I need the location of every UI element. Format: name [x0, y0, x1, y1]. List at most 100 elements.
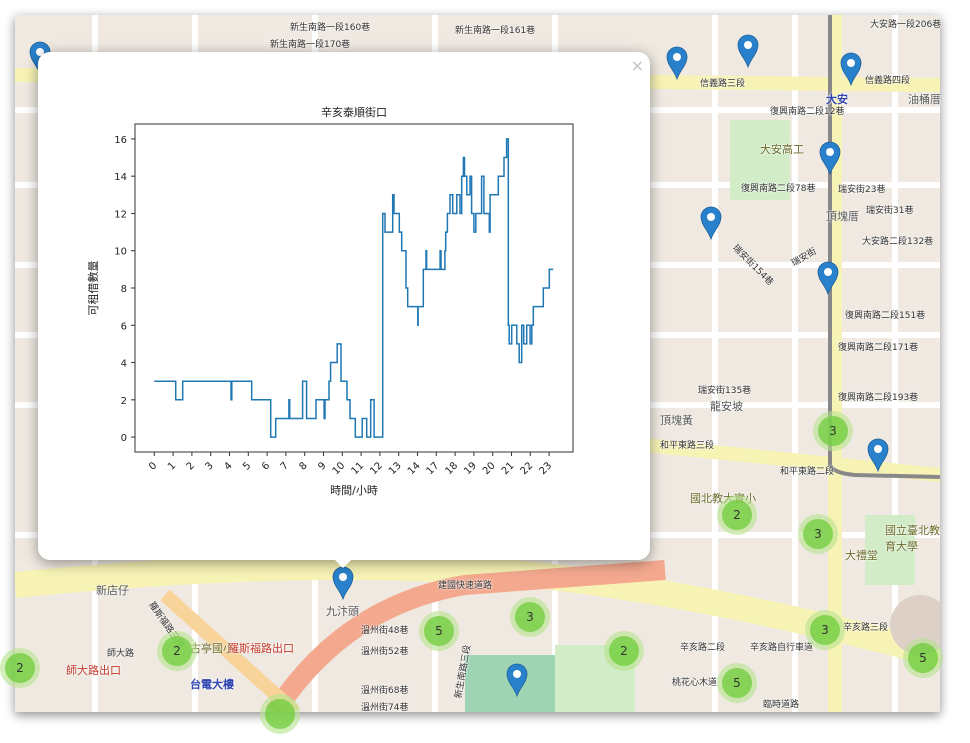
map-label: 溫州街68巷 — [361, 686, 409, 696]
x-tick-label: 21 — [500, 460, 517, 477]
y-tick-label: 10 — [114, 247, 127, 258]
map-marker-icon[interactable] — [817, 261, 839, 296]
cluster-count: 5 — [908, 643, 938, 673]
x-tick-label: 4 — [222, 460, 234, 472]
map-label: 新店仔 — [96, 584, 129, 597]
marker-cluster[interactable]: 5 — [419, 611, 459, 651]
map-label: 師大路出口 — [66, 664, 121, 677]
popup-tip — [333, 558, 353, 568]
map-label: 辛亥路二段 — [680, 643, 726, 653]
y-tick-label: 12 — [114, 209, 127, 220]
marker-cluster[interactable]: 3 — [798, 514, 838, 554]
y-tick-label: 14 — [114, 172, 127, 183]
map-label: 辛亥路三段 — [843, 623, 889, 633]
cluster-count: 2 — [5, 653, 35, 683]
x-tick-label: 11 — [349, 460, 366, 477]
x-tick-label: 5 — [241, 460, 253, 472]
map-label: 新生南路一段170巷 — [270, 40, 351, 50]
map-label: 大安路二段132巷 — [862, 237, 934, 247]
cluster-count: 5 — [722, 668, 752, 698]
y-axis-label: 可租借數量 — [87, 261, 100, 316]
map-label: 溫州街48巷 — [361, 626, 409, 636]
y-tick-label: 8 — [121, 284, 127, 295]
cluster-count: 2 — [162, 636, 192, 666]
map-label: 新生南路一段160巷 — [290, 23, 371, 33]
y-tick-label: 16 — [114, 135, 127, 146]
x-tick-label: 19 — [462, 460, 479, 477]
x-tick-label: 14 — [406, 460, 423, 477]
map-label: 羅斯福路出口 — [228, 642, 294, 655]
map-label: 建國快速道路 — [438, 581, 493, 591]
cluster-count: 2 — [722, 500, 752, 530]
map-marker-icon[interactable] — [666, 46, 688, 81]
marker-cluster[interactable]: 5 — [903, 638, 943, 678]
map-label: 大安 — [826, 93, 848, 106]
marker-cluster[interactable]: 2 — [157, 631, 197, 671]
map-marker-icon[interactable] — [737, 34, 759, 69]
x-tick-label: 9 — [316, 460, 328, 472]
chart-title: 辛亥泰順街口 — [321, 105, 387, 119]
cluster-count: 2 — [609, 636, 639, 666]
map-label: 和平東路三段 — [660, 441, 715, 451]
x-tick-label: 2 — [185, 460, 197, 472]
map-marker-icon[interactable] — [819, 141, 841, 176]
cluster-count: 3 — [803, 519, 833, 549]
map-label: 復興南路二段78巷 — [741, 184, 816, 194]
plot-frame — [134, 123, 574, 453]
map-label: 九汴頭 — [326, 605, 359, 618]
x-axis-label: 時間/小時 — [330, 484, 378, 497]
marker-cluster[interactable]: 2 — [604, 631, 644, 671]
marker-cluster[interactable]: 2 — [717, 495, 757, 535]
map-marker-icon[interactable] — [700, 206, 722, 241]
map-label: 辛亥路自行車道 — [750, 643, 814, 653]
close-popup-button[interactable]: × — [630, 56, 644, 75]
marker-cluster[interactable]: 2 — [0, 648, 40, 688]
map-label: 大禮堂 — [845, 549, 878, 562]
map-label: 瑞安街31巷 — [866, 206, 914, 216]
cluster-count: 3 — [515, 602, 545, 632]
marker-cluster[interactable]: 3 — [510, 597, 550, 637]
x-tick-label: 20 — [481, 460, 498, 477]
x-tick-label: 12 — [368, 460, 385, 477]
map-label: 臨時道路 — [763, 700, 800, 710]
map-label: 國立臺北教育大學 — [885, 524, 940, 553]
x-tick-label: 6 — [260, 460, 272, 472]
map-label: 溫州街74巷 — [361, 703, 409, 713]
x-tick-label: 0 — [147, 460, 159, 472]
map-marker-icon[interactable] — [332, 566, 354, 601]
map-label: 頂塊黃 — [660, 414, 693, 427]
map-marker-icon[interactable] — [867, 438, 889, 473]
x-tick-label: 7 — [279, 460, 291, 472]
x-tick-label: 22 — [519, 460, 536, 477]
x-tick-label: 23 — [537, 460, 554, 477]
map-label: 溫州街52巷 — [361, 647, 409, 657]
x-tick-label: 18 — [443, 460, 460, 477]
map-label: 復興南路二段171巷 — [838, 343, 919, 353]
map-label: 瑞安街135巷 — [698, 386, 752, 396]
x-tick-label: 1 — [166, 460, 178, 472]
x-tick-label: 3 — [204, 460, 216, 472]
marker-cluster[interactable] — [260, 694, 300, 734]
marker-cluster[interactable]: 3 — [813, 411, 853, 451]
map-label: 大安路一段206巷 — [870, 20, 942, 30]
map-marker-icon[interactable] — [840, 52, 862, 87]
map-label: 復興南路二段12巷 — [770, 107, 845, 117]
map-marker-icon[interactable] — [506, 663, 528, 698]
map-label: 桃花心木道 — [672, 678, 718, 688]
marker-cluster[interactable]: 5 — [717, 663, 757, 703]
y-tick-label: 4 — [121, 359, 127, 370]
cluster-count: 5 — [424, 616, 454, 646]
x-tick-label: 13 — [387, 460, 404, 477]
map-label: 瑞安街23巷 — [838, 185, 886, 195]
x-tick-label: 17 — [425, 460, 442, 477]
map-label: 大安高工 — [760, 143, 804, 156]
map-label: 師大路 — [107, 649, 135, 659]
x-tick-label: 8 — [298, 460, 310, 472]
station-popup: × 辛亥泰順街口 0 1 2 3 4 5 6 7 8 9 10 11 12 13 14 17 18 19 20 21 22… — [38, 52, 650, 560]
map-label: 油桶厝 — [908, 93, 941, 106]
map-label: 信義路四段 — [865, 76, 911, 86]
map-label: 台電大樓 — [190, 678, 234, 691]
marker-cluster[interactable]: 3 — [805, 610, 845, 650]
map-label: 和平東路二段 — [780, 467, 835, 477]
